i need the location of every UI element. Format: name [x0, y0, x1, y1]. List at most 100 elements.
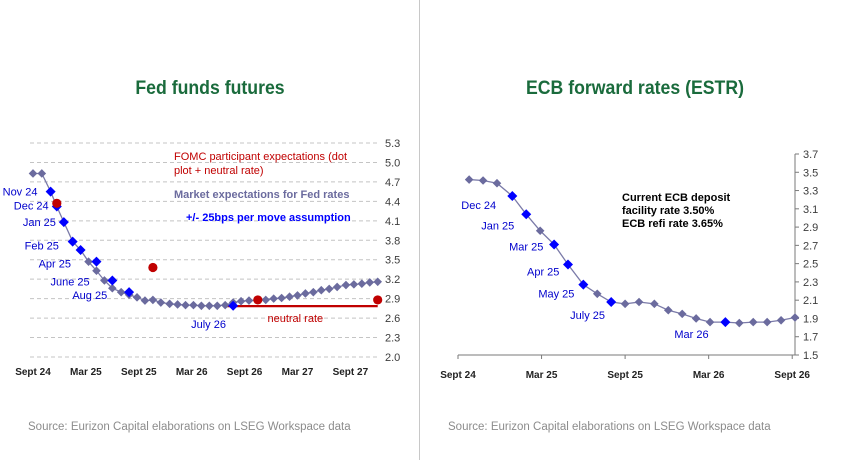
fed-step-marker — [228, 300, 239, 311]
fed-legend-fomc: FOMC participant expectations (dot plot +… — [174, 151, 347, 177]
ecb-annotation-label: Jan 25 — [481, 220, 514, 232]
ecb-x-tick-label: Mar 26 — [693, 370, 725, 381]
fed-annotation-label: neutral rate — [267, 313, 323, 325]
ecb-y-tick-label: 2.1 — [803, 295, 818, 307]
ecb-rate-point — [734, 318, 744, 328]
ecb-x-tick-label: Sept 24 — [440, 370, 476, 381]
ecb-y-tick-label: 3.7 — [803, 149, 818, 161]
fed-x-tick-label: Sept 26 — [227, 367, 263, 378]
fed-market-point — [108, 283, 117, 293]
fed-fomc-dot — [148, 262, 158, 273]
fed-y-tick-label: 2.9 — [385, 294, 400, 306]
fed-market-point — [365, 278, 375, 287]
fed-y-tick-label: 2.3 — [385, 333, 400, 345]
fed-step-marker — [67, 236, 78, 247]
fed-market-point — [220, 300, 230, 310]
ecb-source-note: Source: Eurizon Capital elaborations on … — [448, 421, 771, 433]
ecb-x-tick-label: Sept 25 — [607, 370, 643, 381]
fed-x-tick-label: Sept 24 — [15, 367, 51, 378]
fed-annotation-label: Nov 24 — [3, 187, 38, 199]
fed-annotation-label: June 25 — [50, 276, 89, 288]
fed-market-point — [189, 300, 198, 310]
fed-y-tick-label: 4.7 — [385, 177, 400, 189]
fed-step-marker — [58, 217, 69, 228]
ecb-rate-point — [748, 317, 758, 327]
fed-market-point — [277, 293, 286, 303]
fed-market-point — [84, 257, 93, 266]
fed-step-marker — [107, 275, 118, 286]
fed-annotation-label: July 26 — [191, 319, 226, 331]
fed-market-point — [285, 292, 294, 301]
fed-market-point — [309, 287, 318, 297]
ecb-y-tick-label: 3.3 — [803, 186, 818, 198]
fed-x-tick-label: Sept 25 — [121, 367, 157, 378]
fed-market-point — [116, 287, 126, 297]
fed-source-note: Source: Eurizon Capital elaborations on … — [28, 421, 351, 433]
fed-market-point — [148, 295, 158, 305]
fed-market-point — [165, 299, 174, 309]
fed-annotation-label: Aug 25 — [72, 290, 107, 302]
fed-market-point — [140, 296, 150, 305]
ecb-rate-point — [620, 299, 630, 309]
fed-market-point — [373, 277, 382, 287]
fed-market-point — [100, 276, 109, 285]
fed-legend-fomc-line1: FOMC participant expectations (dot — [174, 151, 347, 163]
ecb-y-tick-label: 1.7 — [803, 332, 818, 344]
ecb-y-tick-label: 1.9 — [803, 313, 818, 325]
fed-y-tick-label: 3.2 — [385, 274, 400, 286]
fed-market-point — [28, 169, 38, 178]
ecb-annotation-label: Mar 25 — [509, 241, 543, 253]
ecb-x-tick-label: Sept 26 — [774, 370, 810, 381]
ecb-highlight-marker — [549, 239, 560, 250]
ecb-y-tick-label: 1.5 — [803, 350, 818, 362]
ecb-highlight-marker — [606, 297, 617, 308]
fed-market-point — [301, 289, 310, 298]
fed-market-point — [357, 279, 367, 289]
ecb-info-text: ECB refi rate 3.65% — [622, 218, 723, 230]
fed-legend-fomc-line2: plot + neutral rate) — [174, 165, 264, 177]
ecb-highlight-marker — [507, 191, 518, 202]
ecb-chart-title: ECB forward rates (ESTR) — [526, 78, 744, 99]
ecb-rate-point — [492, 178, 502, 188]
fed-market-point — [316, 285, 326, 295]
ecb-x-tick-label: Mar 25 — [526, 370, 558, 381]
ecb-rate-point — [634, 297, 644, 307]
fed-market-point — [324, 284, 334, 294]
ecb-rate-point — [650, 299, 659, 309]
fed-y-tick-label: 2.6 — [385, 313, 400, 325]
fed-market-point — [156, 298, 166, 307]
ecb-highlight-marker — [720, 317, 731, 328]
ecb-rate-point — [790, 313, 800, 322]
fed-legend-steps: +/- 25bps per move assumption — [186, 212, 351, 224]
fed-y-tick-label: 4.1 — [385, 216, 400, 228]
fed-annotation-label: Feb 25 — [25, 241, 59, 253]
ecb-y-tick-label: 3.5 — [803, 167, 818, 179]
ecb-rate-point — [663, 305, 673, 315]
ecb-rate-point — [535, 226, 545, 236]
fed-y-tick-label: 2.0 — [385, 352, 400, 364]
fed-market-point — [293, 291, 302, 300]
fed-annotation-label: Apr 25 — [39, 259, 71, 271]
ecb-y-tick-label: 2.5 — [803, 259, 818, 271]
ecb-rate-point — [705, 317, 715, 327]
fed-x-tick-label: Mar 26 — [176, 367, 208, 378]
ecb-annotation-label: May 25 — [538, 289, 574, 301]
ecb-y-tick-label: 3.1 — [803, 204, 818, 216]
fed-market-point — [269, 294, 278, 303]
ecb-rate-point — [677, 309, 687, 319]
fed-market-point — [349, 280, 359, 289]
fed-market-point — [341, 280, 351, 290]
fed-annotation-label: Dec 24 — [14, 201, 49, 213]
fed-step-marker — [91, 256, 102, 267]
fed-fomc-dot — [52, 198, 62, 208]
fed-y-tick-label: 5.3 — [385, 138, 400, 150]
fed-step-marker — [45, 186, 56, 197]
fed-market-point — [132, 293, 142, 302]
ecb-highlight-marker — [578, 279, 589, 290]
fed-x-tick-label: Sept 27 — [333, 367, 369, 378]
fed-market-point — [197, 301, 206, 311]
fed-market-point — [173, 300, 182, 309]
fed-step-marker — [124, 287, 135, 298]
